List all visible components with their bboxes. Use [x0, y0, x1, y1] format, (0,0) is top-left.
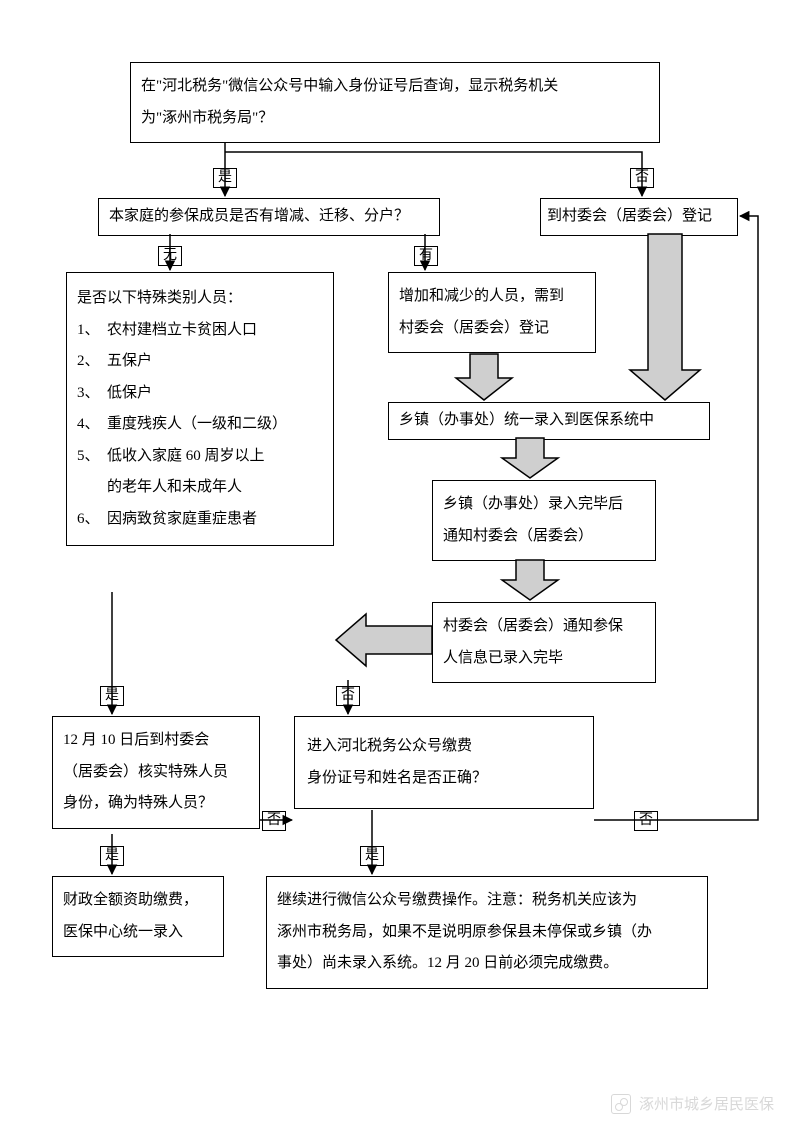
label-yes: 是 — [213, 168, 237, 188]
text: 村委会（居委会）通知参保 — [443, 611, 645, 643]
title: 是否以下特殊类别人员： — [77, 283, 323, 315]
watermark: 涿州市城乡居民医保 — [611, 1093, 774, 1114]
text: 乡镇（办事处）录入完毕后 — [443, 489, 645, 521]
node-gov-pay: 财政全额资助缴费， 医保中心统一录入 — [52, 876, 224, 957]
label-no: 否 — [634, 811, 658, 831]
node-special-category: 是否以下特殊类别人员： 1、 农村建档立卡贫困人口 2、 五保户 3、 低保户 … — [66, 272, 334, 546]
label-none: 无 — [158, 246, 182, 266]
text: 涿州市税务局，如果不是说明原参保县未停保或乡镇（办 — [277, 917, 697, 949]
label-has: 有 — [414, 246, 438, 266]
label-yes: 是 — [100, 846, 124, 866]
text: 在"河北税务"微信公众号中输入身份证号后查询，显示税务机关 — [141, 71, 649, 103]
node-continue-pay: 继续进行微信公众号缴费操作。注意：税务机关应该为 涿州市税务局，如果不是说明原参… — [266, 876, 708, 989]
text: 身份，确为特殊人员？ — [63, 788, 249, 820]
text: 增加和减少的人员，需到 — [399, 281, 585, 313]
text: 事处）尚未录入系统。12 月 20 日前必须完成缴费。 — [277, 948, 697, 980]
node-verify-special: 12 月 10 日后到村委会 （居委会）核实特殊人员 身份，确为特殊人员？ — [52, 716, 260, 829]
node-register-village: 到村委会（居委会）登记 — [540, 198, 738, 236]
item: 2、 五保户 — [77, 346, 323, 378]
item: 5、 低收入家庭 60 周岁以上 — [77, 441, 323, 473]
node-family-change: 本家庭的参保成员是否有增减、迁移、分户？ — [98, 198, 440, 236]
label-yes: 是 — [100, 686, 124, 706]
text: 为"涿州市税务局"？ — [141, 103, 649, 135]
item: 6、 因病致贫家庭重症患者 — [77, 504, 323, 536]
wechat-icon — [611, 1094, 631, 1114]
text: （居委会）核实特殊人员 — [63, 757, 249, 789]
node-payment-check: 进入河北税务公众号缴费 身份证号和姓名是否正确？ — [294, 716, 594, 809]
node-town-notify: 乡镇（办事处）录入完毕后 通知村委会（居委会） — [432, 480, 656, 561]
text: 通知村委会（居委会） — [443, 521, 645, 553]
text: 12 月 10 日后到村委会 — [63, 725, 249, 757]
label-yes: 是 — [360, 846, 384, 866]
text: 人信息已录入完毕 — [443, 643, 645, 675]
item: 1、 农村建档立卡贫困人口 — [77, 315, 323, 347]
node-town-input: 乡镇（办事处）统一录入到医保系统中 — [388, 402, 710, 440]
text: 医保中心统一录入 — [63, 917, 213, 949]
watermark-text: 涿州市城乡居民医保 — [639, 1093, 774, 1114]
text: 身份证号和姓名是否正确？ — [307, 763, 581, 795]
node-query: 在"河北税务"微信公众号中输入身份证号后查询，显示税务机关 为"涿州市税务局"？ — [130, 62, 660, 143]
text: 到村委会（居委会）登记 — [547, 208, 712, 224]
label-no: 否 — [630, 168, 654, 188]
text: 本家庭的参保成员是否有增减、迁移、分户？ — [109, 208, 409, 224]
label-no: 否 — [262, 811, 286, 831]
text: 进入河北税务公众号缴费 — [307, 731, 581, 763]
label-no: 否 — [336, 686, 360, 706]
item: 4、 重度残疾人（一级和二级） — [77, 409, 323, 441]
text: 继续进行微信公众号缴费操作。注意：税务机关应该为 — [277, 885, 697, 917]
node-add-remove-register: 增加和减少的人员，需到 村委会（居委会）登记 — [388, 272, 596, 353]
node-village-notify: 村委会（居委会）通知参保 人信息已录入完毕 — [432, 602, 656, 683]
text: 财政全额资助缴费， — [63, 885, 213, 917]
item: 的老年人和未成年人 — [77, 472, 323, 504]
text: 村委会（居委会）登记 — [399, 313, 585, 345]
item: 3、 低保户 — [77, 378, 323, 410]
text: 乡镇（办事处）统一录入到医保系统中 — [399, 412, 654, 428]
